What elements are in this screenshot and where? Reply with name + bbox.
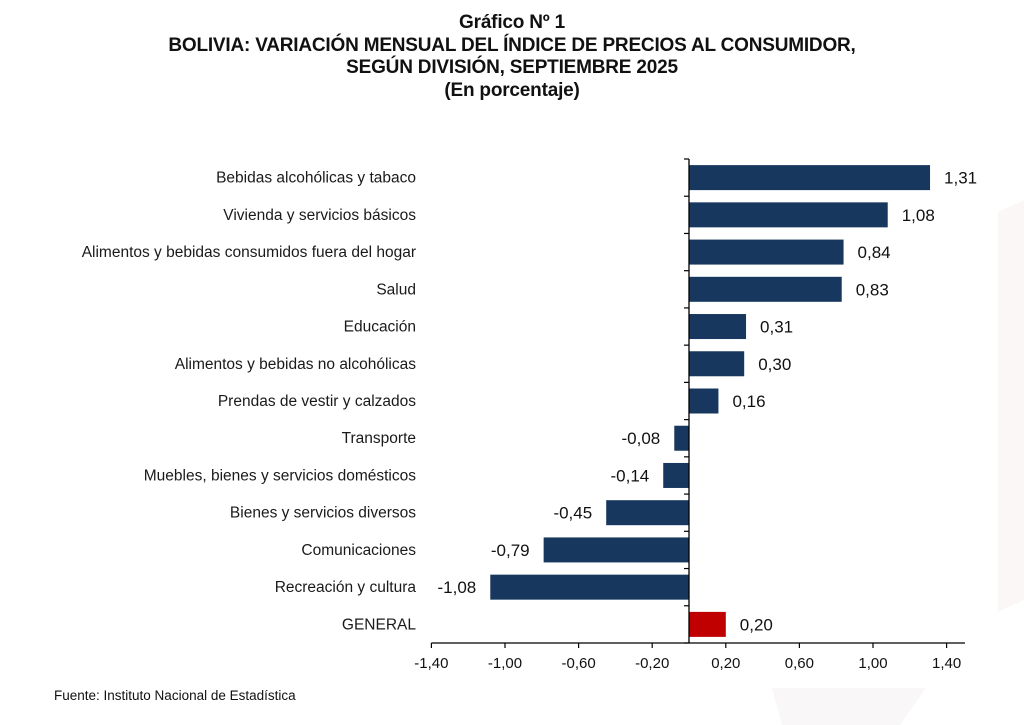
value-label: -0,14 — [610, 466, 649, 485]
x-tick-label: -0,20 — [635, 655, 669, 672]
axes-group: -1,40 -1,00 -0,60 -0,20 0,20 0,60 1,00 1,40 — [414, 158, 965, 672]
category-label: Vivienda y servicios básicos — [223, 207, 416, 224]
bar — [606, 500, 689, 526]
bar — [689, 276, 842, 302]
value-label: 0,16 — [732, 392, 765, 411]
chart-title-block: Gráfico Nº 1 BOLIVIA: VARIACIÓN MENSUAL … — [0, 12, 1024, 102]
value-label: -0,79 — [491, 541, 530, 560]
value-label: 0,84 — [858, 243, 891, 262]
category-label: Salud — [376, 281, 416, 298]
category-label: Transporte — [342, 430, 416, 447]
value-label: 0,31 — [760, 318, 793, 337]
x-tick-label: 1,40 — [932, 655, 961, 672]
value-label: -0,45 — [553, 504, 592, 523]
bar — [490, 574, 689, 600]
category-label: Alimentos y bebidas consumidos fuera del… — [82, 244, 416, 261]
category-label: GENERAL — [342, 616, 416, 633]
bar — [674, 425, 689, 451]
value-label: -0,08 — [622, 429, 661, 448]
x-tick-label: 0,60 — [785, 655, 814, 672]
category-label: Bienes y servicios diversos — [230, 505, 416, 522]
value-label: 0,20 — [740, 615, 773, 634]
category-labels: Bebidas alcohólicas y tabaco Vivienda y s… — [82, 170, 417, 634]
category-label: Alimentos y bebidas no alcohólicas — [175, 356, 416, 373]
bar — [689, 239, 844, 265]
chart-title-line-1: BOLIVIA: VARIACIÓN MENSUAL DEL ÍNDICE DE… — [168, 34, 856, 56]
bar — [543, 537, 689, 563]
bar — [689, 388, 719, 414]
x-tick-label: 0,20 — [711, 655, 740, 672]
value-label: -1,08 — [438, 578, 477, 597]
value-label: 0,83 — [856, 280, 889, 299]
x-tick-label: -1,40 — [414, 655, 448, 672]
bar — [689, 351, 745, 377]
figure-number: Gráfico Nº 1 — [459, 12, 565, 33]
chart-unit: (En porcentaje) — [444, 79, 580, 101]
bar — [689, 314, 747, 340]
category-label: Recreación y cultura — [275, 579, 417, 596]
watermark-shape-right — [998, 200, 1024, 612]
category-label: Muebles, bienes y servicios domésticos — [144, 467, 416, 484]
category-label: Prendas de vestir y calzados — [218, 393, 416, 410]
bar — [663, 462, 689, 488]
bar-general — [689, 611, 726, 637]
x-tick-label: 1,00 — [858, 655, 887, 672]
value-label: 1,08 — [902, 206, 935, 225]
category-label: Bebidas alcohólicas y tabaco — [216, 170, 416, 187]
category-label: Comunicaciones — [301, 542, 416, 559]
bars-group — [490, 165, 931, 637]
value-label: 1,31 — [944, 169, 977, 188]
value-label: 0,30 — [758, 355, 791, 374]
watermark — [772, 200, 1024, 725]
bar — [689, 165, 931, 191]
x-tick-label: -0,60 — [561, 655, 595, 672]
x-tick-label: -1,00 — [488, 655, 522, 672]
bar — [689, 202, 888, 228]
chart-title-line-2: SEGÚN DIVISIÓN, SEPTIEMBRE 2025 — [346, 57, 678, 78]
watermark-shape-bottom — [772, 688, 926, 725]
value-labels: 1,31 1,08 0,84 0,83 0,31 0,30 0,16 -0,08 -0,14 -0… — [438, 169, 978, 635]
source-note: Fuente: Instituto Nacional de Estadístic… — [54, 688, 296, 703]
category-label: Educación — [344, 319, 416, 336]
